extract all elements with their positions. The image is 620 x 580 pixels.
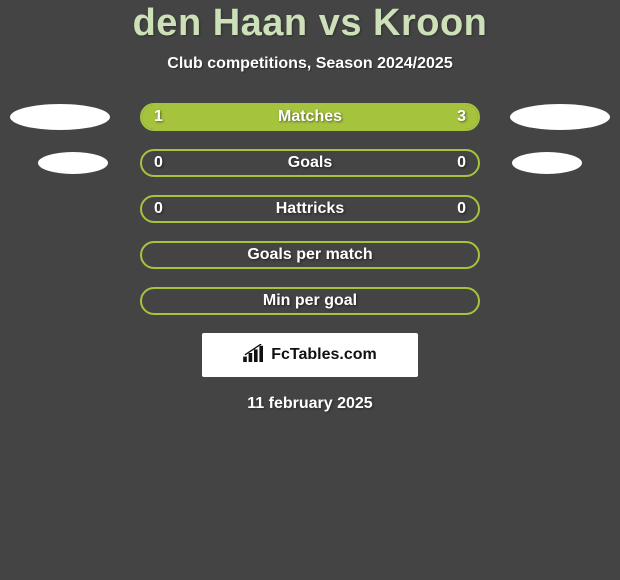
stat-bar: 1 3 Matches (140, 103, 480, 131)
stat-value-left: 1 (154, 108, 163, 126)
stat-label: Goals (288, 154, 332, 172)
bar-fill-right (216, 105, 478, 129)
stat-label: Hattricks (276, 200, 344, 218)
stat-value-right: 0 (457, 154, 466, 172)
stat-bar: Goals per match (140, 241, 480, 269)
page-title: den Haan vs Kroon (0, 2, 620, 45)
stat-value-right: 3 (457, 108, 466, 126)
player-right-shape (512, 152, 582, 174)
stat-value-right: 0 (457, 200, 466, 218)
player-left-shape (38, 152, 108, 174)
player-right-shape (510, 104, 610, 130)
date-label: 11 february 2025 (0, 395, 620, 413)
player-left-shape (10, 104, 110, 130)
stat-row: Min per goal (0, 287, 620, 315)
logo-text: FcTables.com (271, 346, 377, 364)
stat-bar: 0 0 Goals (140, 149, 480, 177)
stat-row: 0 0 Hattricks (0, 195, 620, 223)
logo-inner: FcTables.com (243, 344, 377, 367)
stat-label: Matches (278, 108, 342, 126)
stat-bar: Min per goal (140, 287, 480, 315)
comparison-widget: den Haan vs Kroon Club competitions, Sea… (0, 0, 620, 413)
subtitle: Club competitions, Season 2024/2025 (0, 55, 620, 73)
bar-chart-icon (243, 344, 265, 367)
stat-row: Goals per match (0, 241, 620, 269)
stat-label: Goals per match (247, 246, 372, 264)
stats-rows: 1 3 Matches 0 0 Goals 0 0 Hattricks Goals per mat… (0, 103, 620, 315)
stat-value-left: 0 (154, 200, 163, 218)
logo-box[interactable]: FcTables.com (202, 333, 418, 377)
stat-row: 0 0 Goals (0, 149, 620, 177)
stat-label: Min per goal (263, 292, 357, 310)
stat-value-left: 0 (154, 154, 163, 172)
stat-bar: 0 0 Hattricks (140, 195, 480, 223)
stat-row: 1 3 Matches (0, 103, 620, 131)
